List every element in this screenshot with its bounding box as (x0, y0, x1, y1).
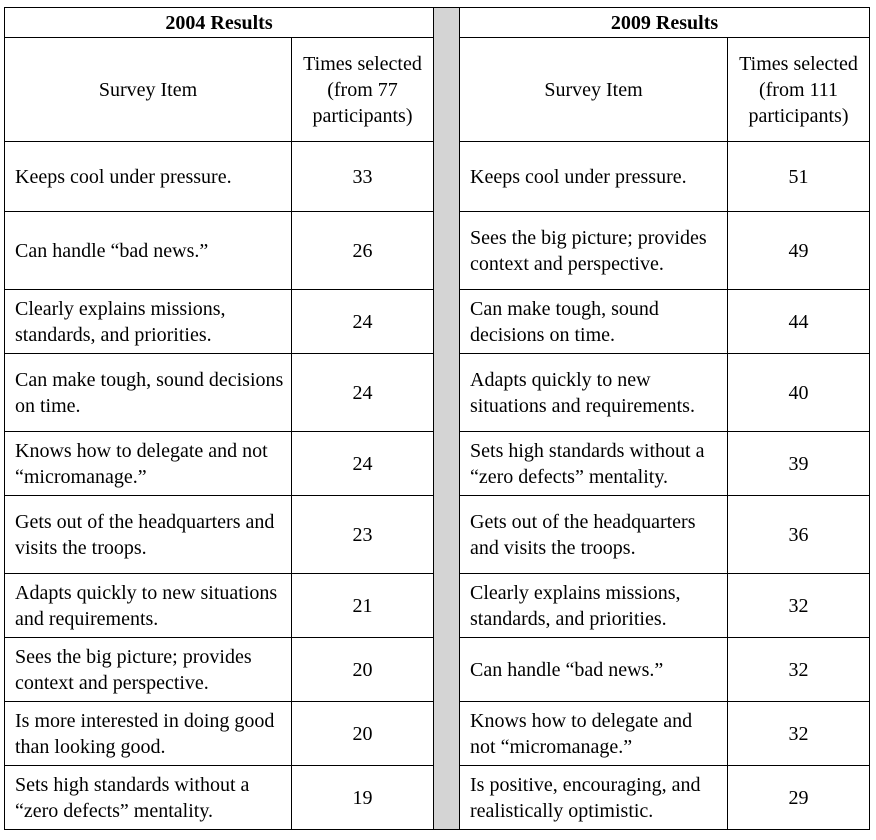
count-cell: 29 (727, 765, 871, 830)
table-body: Keeps cool under pressure. 51 Sees the b… (459, 141, 871, 830)
survey-item-cell: Is more interested in doing good than lo… (4, 701, 292, 766)
count-cell: 24 (290, 289, 435, 354)
count-cell: 36 (727, 495, 871, 574)
table-row: Gets out of the headquarters and visits … (4, 495, 435, 574)
table-row: Adapts quickly to new situations and req… (459, 353, 871, 432)
table-row: Keeps cool under pressure. 33 (4, 141, 435, 212)
survey-item-cell: Adapts quickly to new situations and req… (4, 573, 292, 638)
count-cell: 26 (290, 211, 435, 290)
count-cell: 32 (727, 573, 871, 638)
survey-item-cell: Can handle “bad news.” (459, 637, 729, 702)
table-row: Can handle “bad news.” 32 (459, 637, 871, 702)
survey-item-cell: Can handle “bad news.” (4, 211, 292, 290)
table-row: Adapts quickly to new situations and req… (4, 573, 435, 638)
count-cell: 39 (727, 431, 871, 496)
table-row: Sees the big picture; provides context a… (459, 211, 871, 290)
count-cell: 44 (727, 289, 871, 354)
count-cell: 19 (290, 765, 435, 830)
count-cell: 23 (290, 495, 435, 574)
survey-item-cell: Knows how to delegate and not “micromana… (4, 431, 292, 496)
table-row: Knows how to delegate and not “micromana… (4, 431, 435, 496)
table-row: Is more interested in doing good than lo… (4, 701, 435, 766)
table-body: Keeps cool under pressure. 33 Can handle… (4, 141, 435, 830)
column-divider (434, 7, 460, 830)
count-cell: 24 (290, 431, 435, 496)
table-row: Sets high standards without a “zero defe… (4, 765, 435, 830)
survey-item-cell: Can make tough, sound decisions on time. (4, 353, 292, 432)
survey-item-cell: Gets out of the headquarters and visits … (459, 495, 729, 574)
table-title: 2004 Results (3, 7, 435, 38)
count-cell: 20 (290, 637, 435, 702)
table-row: Can handle “bad news.” 26 (4, 211, 435, 290)
survey-item-cell: Can make tough, sound decisions on time. (459, 289, 729, 354)
survey-item-cell: Clearly explains missions, standards, an… (4, 289, 292, 354)
table-row: Sees the big picture; provides context a… (4, 637, 435, 702)
count-cell: 32 (727, 701, 871, 766)
results-comparison: 2004 Results Survey Item Times selected … (3, 7, 871, 830)
survey-item-cell: Keeps cool under pressure. (459, 141, 729, 212)
table-row: Sets high standards without a “zero defe… (459, 431, 871, 496)
column-header-times-selected: Times selected (from 77 participants) (290, 37, 435, 142)
count-cell: 24 (290, 353, 435, 432)
table-row: Is positive, encouraging, and realistica… (459, 765, 871, 830)
count-cell: 21 (290, 573, 435, 638)
results-2009-table: 2009 Results Survey Item Times selected … (459, 7, 871, 830)
count-cell: 32 (727, 637, 871, 702)
survey-item-cell: Sees the big picture; provides context a… (459, 211, 729, 290)
survey-item-cell: Adapts quickly to new situations and req… (459, 353, 729, 432)
survey-item-cell: Keeps cool under pressure. (4, 141, 292, 212)
count-cell: 49 (727, 211, 871, 290)
survey-item-cell: Sets high standards without a “zero defe… (459, 431, 729, 496)
survey-item-cell: Clearly explains missions, standards, an… (459, 573, 729, 638)
count-cell: 51 (727, 141, 871, 212)
column-header-survey-item: Survey Item (459, 37, 729, 142)
table-row: Keeps cool under pressure. 51 (459, 141, 871, 212)
table-title: 2009 Results (459, 7, 871, 38)
table-row: Knows how to delegate and not “micromana… (459, 701, 871, 766)
count-cell: 20 (290, 701, 435, 766)
table-row: Gets out of the headquarters and visits … (459, 495, 871, 574)
survey-item-cell: Sees the big picture; provides context a… (4, 637, 292, 702)
survey-item-cell: Gets out of the headquarters and visits … (4, 495, 292, 574)
column-header-survey-item: Survey Item (4, 37, 292, 142)
table-row: Clearly explains missions, standards, an… (459, 573, 871, 638)
survey-item-cell: Knows how to delegate and not “micromana… (459, 701, 729, 766)
table-row: Can make tough, sound decisions on time.… (4, 353, 435, 432)
results-2004-table: 2004 Results Survey Item Times selected … (3, 7, 435, 830)
survey-item-cell: Is positive, encouraging, and realistica… (459, 765, 729, 830)
count-cell: 33 (290, 141, 435, 212)
table-row: Clearly explains missions, standards, an… (4, 289, 435, 354)
column-header-times-selected: Times selected (from 111 participants) (727, 37, 871, 142)
table-row: Can make tough, sound decisions on time.… (459, 289, 871, 354)
count-cell: 40 (727, 353, 871, 432)
survey-item-cell: Sets high standards without a “zero defe… (4, 765, 292, 830)
